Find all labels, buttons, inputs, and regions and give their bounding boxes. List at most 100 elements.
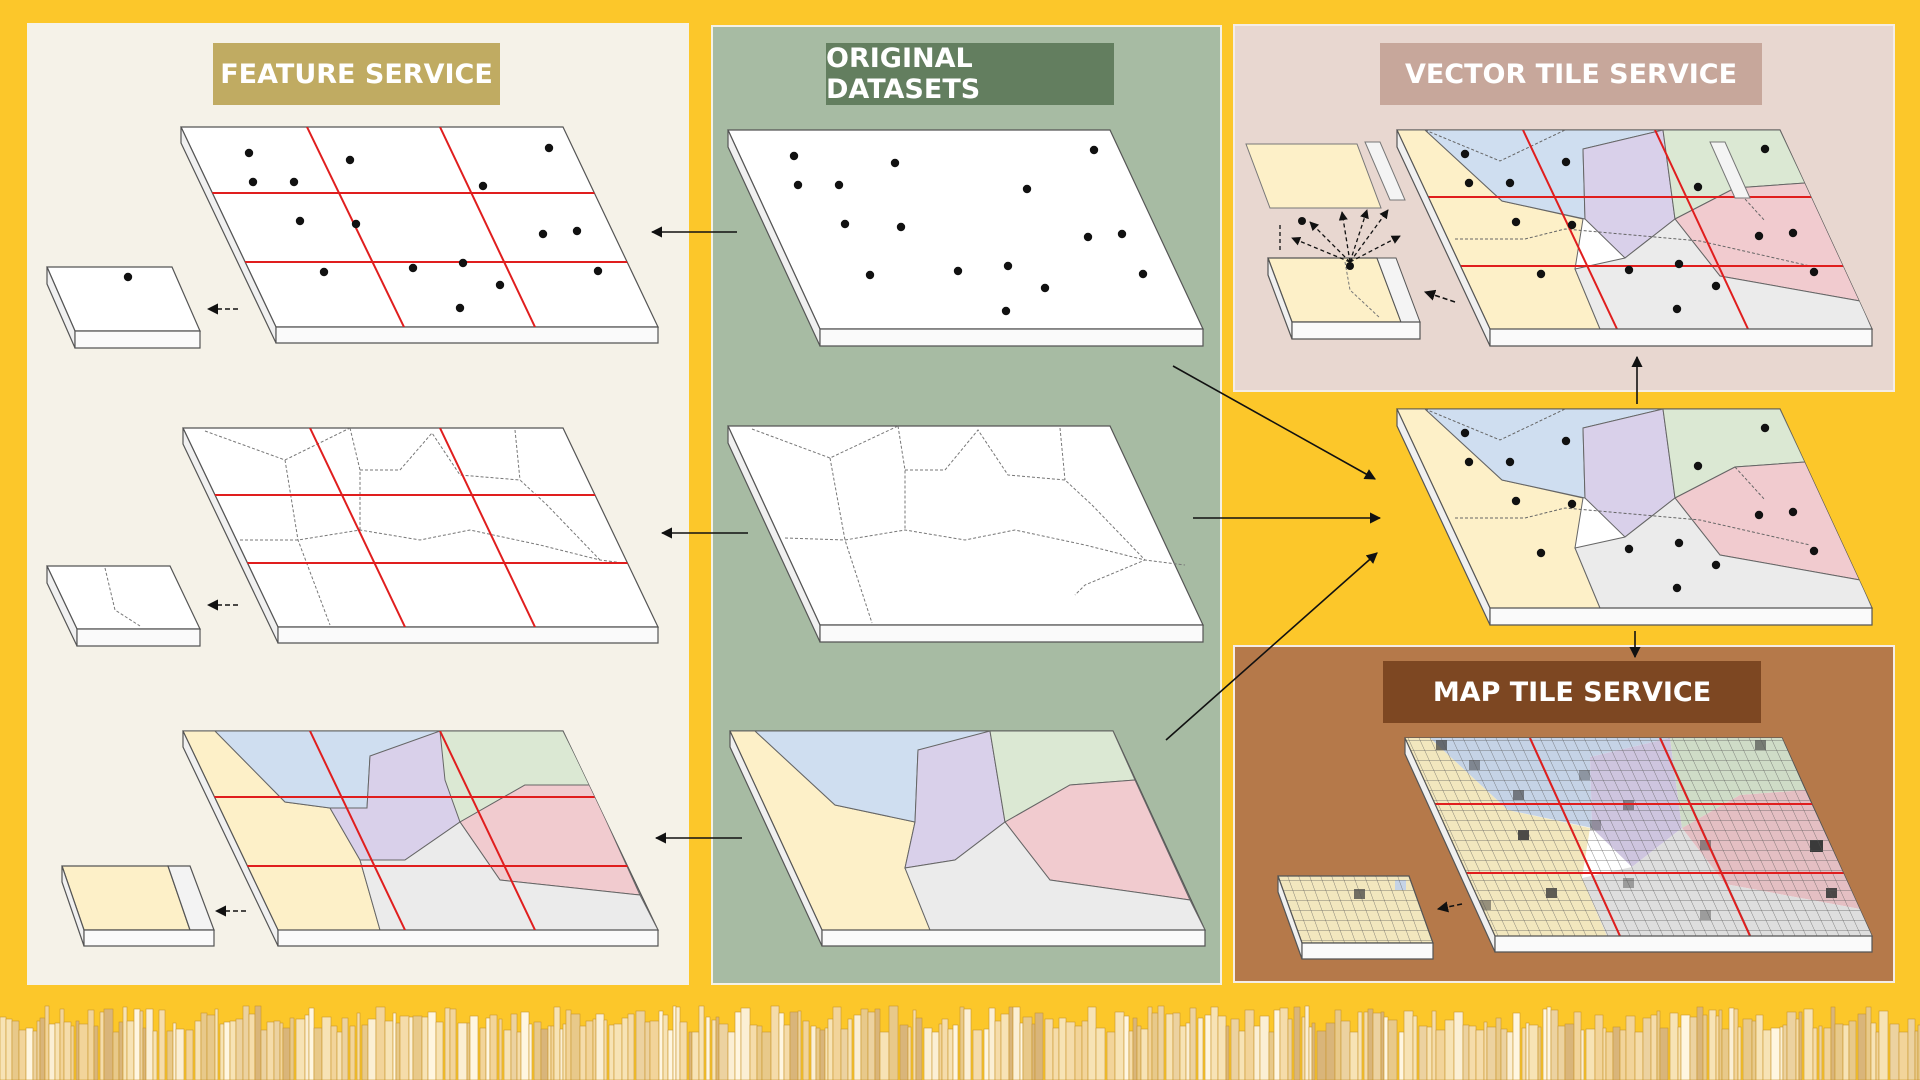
book-spine <box>1204 1014 1212 1080</box>
book-spine <box>778 1012 785 1080</box>
book-spine <box>1842 1024 1850 1080</box>
book-spine <box>1798 1011 1803 1080</box>
book-spine <box>1273 1009 1281 1080</box>
book-spine <box>139 1010 144 1080</box>
book-spine <box>367 1018 377 1080</box>
book-spine <box>734 1011 742 1080</box>
book-spine <box>1475 1029 1485 1080</box>
book-spine <box>1279 1007 1289 1080</box>
book-spine <box>349 1025 356 1080</box>
book-spine <box>1311 1022 1316 1080</box>
book-spine <box>44 1005 50 1080</box>
book-spine <box>1316 1030 1327 1080</box>
book-spine <box>308 1007 315 1080</box>
book-spine <box>1737 1026 1742 1080</box>
feature-lines-slab <box>182 427 659 644</box>
book-spine <box>912 1009 917 1080</box>
book-spine <box>783 1024 791 1080</box>
book-spine <box>194 1020 202 1080</box>
book-spine <box>672 1005 677 1080</box>
book-spine <box>1151 1012 1159 1080</box>
book-spine <box>675 1006 681 1080</box>
book-spine <box>175 1028 185 1080</box>
book-spine <box>54 1022 61 1080</box>
book-spine <box>562 1023 567 1080</box>
feature-lines-tile <box>46 565 201 647</box>
book-spine <box>39 1017 46 1080</box>
book-spine <box>1907 1018 1916 1080</box>
book-spine <box>1557 1025 1566 1080</box>
book-spine <box>1230 1018 1240 1080</box>
book-spine <box>399 1015 410 1080</box>
book-spine <box>63 1021 72 1080</box>
book-spine <box>466 1022 471 1080</box>
book-spine <box>1444 1019 1455 1080</box>
book-spine <box>279 1022 284 1080</box>
book-spine <box>1210 1006 1219 1080</box>
book-spine <box>1689 1016 1698 1080</box>
book-spine <box>1012 1006 1021 1080</box>
book-spine <box>427 1011 437 1080</box>
book-spine <box>75 1020 80 1080</box>
book-spine <box>118 1021 124 1080</box>
book-spine <box>1656 1010 1661 1080</box>
book-spine <box>621 1017 629 1080</box>
book-spine <box>223 1021 231 1080</box>
book-spine <box>242 1005 250 1080</box>
book-spine <box>1349 1031 1359 1080</box>
book-spine <box>528 1023 533 1080</box>
book-spine <box>1914 1030 1919 1080</box>
book-spine <box>1528 1024 1539 1080</box>
book-spine <box>907 1026 912 1080</box>
book-spine <box>705 1016 711 1080</box>
book-spine <box>627 1013 635 1080</box>
book-spine <box>1751 1020 1757 1080</box>
book-spine <box>1602 1027 1607 1080</box>
book-spine <box>540 1028 549 1080</box>
book-spine <box>1136 1025 1142 1080</box>
book-spine <box>718 1023 729 1080</box>
book-spine <box>152 1030 158 1080</box>
book-spine <box>810 1025 817 1080</box>
book-spine <box>1742 1018 1753 1080</box>
book-spine <box>0 1016 7 1080</box>
book-spine <box>282 1027 291 1080</box>
book-spine <box>1087 1006 1097 1080</box>
book-spine <box>1363 1011 1369 1080</box>
book-spine <box>87 1009 95 1080</box>
book-spine <box>819 1029 826 1080</box>
book-spine <box>1803 1008 1814 1080</box>
book-spine <box>879 1031 890 1080</box>
book-spine <box>158 1009 166 1080</box>
feature-service-title: FEATURE SERVICE <box>213 43 500 105</box>
book-spine <box>361 1024 369 1080</box>
book-spine <box>1782 1024 1788 1080</box>
book-spine <box>1848 1020 1857 1080</box>
book-spine <box>899 1024 909 1080</box>
book-spine <box>915 1017 923 1080</box>
book-spine <box>273 1020 281 1080</box>
book-spine <box>78 1023 89 1080</box>
book-spine <box>952 1024 959 1080</box>
book-spine <box>1715 1015 1720 1080</box>
book-spine <box>1287 1018 1293 1080</box>
vector-tile-pieces <box>1245 141 1421 340</box>
book-spine <box>613 1023 623 1080</box>
book-spine <box>1431 1010 1437 1080</box>
book-spine <box>1140 1028 1149 1080</box>
book-spine <box>254 1005 262 1080</box>
book-spine <box>1426 1026 1433 1080</box>
feature-polygons-slab <box>182 730 659 947</box>
book-spine <box>1074 1025 1083 1080</box>
book-spine <box>1612 1026 1621 1080</box>
book-spine <box>963 1008 972 1080</box>
original-lines-slab <box>727 425 1204 643</box>
book-spine <box>516 1031 522 1080</box>
book-spine <box>802 1020 810 1080</box>
book-spine <box>565 1009 572 1080</box>
book-spine <box>815 1027 821 1080</box>
book-spine <box>341 1017 349 1080</box>
book-spine <box>761 1031 772 1080</box>
book-spine <box>11 1020 20 1080</box>
book-spine <box>853 1014 862 1080</box>
